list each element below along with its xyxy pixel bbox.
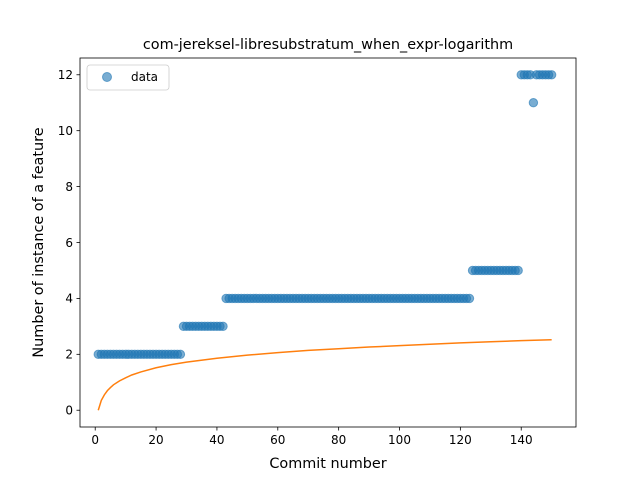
- legend: data: [86, 64, 170, 91]
- x-tick-label: 120: [449, 433, 472, 447]
- data-point: [528, 98, 539, 108]
- fit-line: [97, 339, 552, 411]
- legend-box: [86, 64, 170, 91]
- x-axis-label: Commit number: [269, 456, 386, 472]
- y-tick-label: 12: [58, 68, 73, 82]
- y-axis-ticks: 0 2 4 6 8 10 12: [58, 68, 80, 418]
- plot-area: [93, 70, 557, 411]
- y-tick-label: 2: [65, 348, 73, 362]
- x-tick-label: 100: [388, 433, 411, 447]
- y-tick-label: 0: [65, 404, 73, 418]
- x-tick-label: 140: [510, 433, 533, 447]
- data-point: [175, 349, 186, 360]
- y-tick-label: 8: [65, 180, 73, 194]
- x-tick-label: 0: [91, 433, 99, 447]
- data-point: [464, 293, 475, 304]
- x-tick-label: 40: [209, 433, 224, 447]
- x-axis-ticks: 0 20 40 60 80 100 120 140: [91, 427, 533, 447]
- y-axis-label: Number of instance of a feature: [31, 127, 47, 357]
- y-tick-label: 6: [65, 236, 73, 250]
- data-point: [546, 70, 557, 80]
- data-point: [218, 321, 228, 332]
- y-tick-label: 10: [58, 124, 73, 138]
- data-point: [513, 265, 523, 276]
- legend-marker-data: [102, 72, 112, 82]
- legend-label-data: data: [131, 70, 158, 84]
- x-tick-label: 20: [148, 433, 163, 447]
- chart-title: com-jereksel-libresubstratum_when_expr-l…: [143, 37, 513, 53]
- y-tick-label: 4: [65, 292, 73, 306]
- x-tick-label: 60: [270, 433, 285, 447]
- x-tick-label: 80: [331, 433, 346, 447]
